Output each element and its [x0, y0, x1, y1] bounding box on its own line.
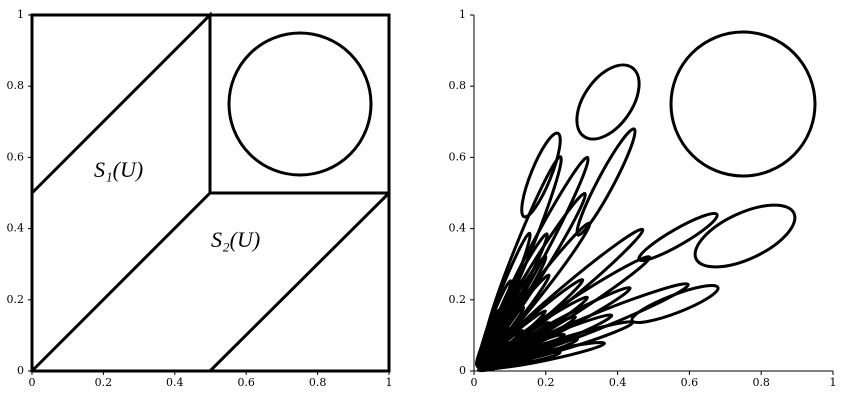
x-tick-label: 0.8	[752, 376, 770, 389]
x-tick-label: 0.2	[95, 376, 113, 389]
x-tick-label: 0.6	[681, 376, 699, 389]
circle-u	[669, 30, 817, 178]
circle-u	[227, 31, 373, 177]
x-tick-label: 0.4	[166, 376, 184, 389]
s2-edge	[208, 191, 391, 373]
ellipse	[520, 131, 562, 219]
x-tick-label: 0	[471, 376, 478, 389]
y-tick-label: 0.4	[449, 222, 467, 235]
x-tick-label: 0.6	[237, 376, 255, 389]
y-tick-label: 0.8	[449, 79, 467, 92]
y-tick-label: 0.8	[7, 79, 25, 92]
ellipse	[483, 273, 551, 359]
x-tick-label: 0.8	[309, 376, 327, 389]
x-tick-label: 0	[29, 376, 36, 389]
x-tick-label: 1	[386, 376, 393, 389]
y-tick-label: 0.2	[449, 293, 467, 306]
y-tick-label: 0.6	[449, 150, 467, 163]
s2-edge	[30, 191, 212, 373]
ellipse	[575, 127, 637, 237]
ellipse	[488, 221, 592, 352]
x-tick-label: 1	[830, 376, 837, 389]
ellipse	[476, 362, 507, 373]
y-tick-label: 0.4	[7, 222, 25, 235]
left-diagram	[30, 11, 391, 373]
ellipse	[575, 63, 641, 141]
region-label: S₁(U)	[94, 157, 143, 182]
y-tick-label: 0	[17, 364, 24, 377]
y-tick-label: 0.2	[7, 293, 25, 306]
x-tick-label: 0.2	[537, 376, 555, 389]
y-tick-label: 1	[459, 8, 466, 21]
region-label: S₂(U)	[211, 227, 260, 252]
x-tick-label: 0.4	[609, 376, 627, 389]
y-tick-label: 0	[459, 364, 466, 377]
y-tick-label: 0.6	[7, 150, 25, 163]
y-tick-label: 1	[17, 8, 24, 21]
ellipse	[491, 340, 606, 370]
ellipse	[693, 203, 797, 269]
right-diagram	[474, 30, 817, 373]
s1-boundary	[30, 11, 389, 195]
